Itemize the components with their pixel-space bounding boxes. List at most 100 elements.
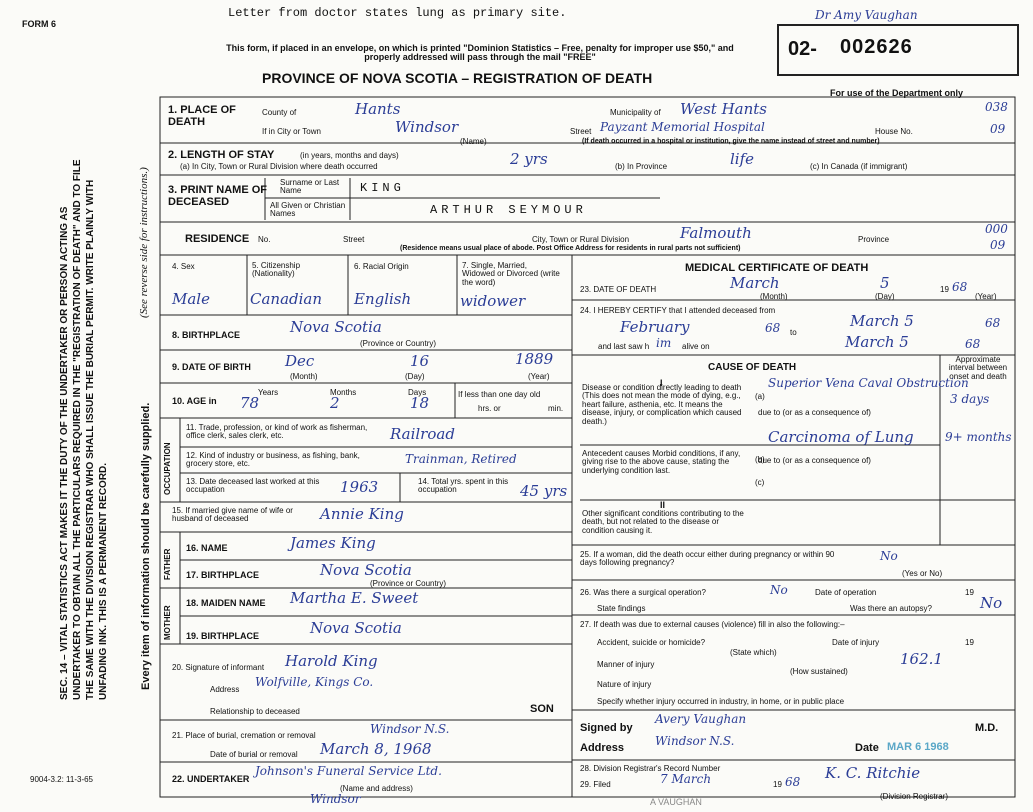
cause-a-interval: 3 days <box>950 392 990 406</box>
burial-date-label: Date of burial or removal <box>210 750 298 759</box>
residence-note: (Residence means usual place of abode. P… <box>400 245 741 252</box>
q27-manner: Manner of injury <box>597 660 655 669</box>
q26-century: 19 <box>965 588 974 597</box>
registrar-q28: 28. Division Registrar's Record Number <box>580 764 721 773</box>
burial-place-label: 21. Place of burial, cremation or remova… <box>172 731 316 740</box>
q25-q: 25. If a woman, did the death occur eith… <box>580 550 835 568</box>
side-note-reverse: (See reverse side for instructions.) <box>138 167 150 318</box>
personal-sex-label: 4. Sex <box>172 262 195 271</box>
mother-birthplace-label: 19. BIRTHPLACE <box>186 631 260 641</box>
occupation-a13: 1963 <box>340 478 379 496</box>
father-name: James King <box>290 534 376 552</box>
length-of-stay-province: life <box>730 150 755 168</box>
registrar-sig: K. C. Ritchie <box>825 764 921 782</box>
residence-province-label: Province <box>858 235 890 244</box>
signed-md: M.D. <box>975 722 999 734</box>
place-of-death-street: Payzant Memorial Hospital <box>600 120 765 134</box>
occupation-q12: 12. Kind of industry or business, as fis… <box>186 451 360 469</box>
personal-age-label: 10. AGE in <box>172 396 217 406</box>
personal-marital-label: 7. Single, Married, Widowed or Divorced … <box>462 261 560 287</box>
name-given-label: All Given or Christian Names <box>270 201 346 219</box>
medical-day-note: (Day) <box>875 292 895 301</box>
father-name-label: 16. NAME <box>186 543 228 553</box>
personal-dob-month: Dec <box>285 352 315 370</box>
undertaker-name: Johnson's Funeral Service Ltd. <box>255 764 442 778</box>
personal-less-label: If less than one day old <box>458 390 541 399</box>
header-instructions: This form, if placed in an envelope, on … <box>226 43 734 63</box>
length-of-stay-unit-note: (in years, months and days) <box>300 151 399 160</box>
length-of-stay-city: 2 yrs <box>510 150 548 168</box>
length-of-stay-canada-label: (c) In Canada (if immigrant) <box>810 162 908 171</box>
place-of-death-municipality: West Hants <box>680 100 767 118</box>
occupation-q13: 13. Date deceased last worked at this oc… <box>186 477 320 495</box>
occupation-q11: 11. Trade, profession, or kind of work a… <box>186 423 368 441</box>
occupation-a14: 45 yrs <box>520 482 568 500</box>
place-of-death-label: 1. PLACE OF DEATH <box>168 104 236 128</box>
q27-century: 19 <box>965 638 974 647</box>
q27-q: 27. If death was due to external causes … <box>580 620 845 629</box>
personal-years-label: Years <box>258 388 279 397</box>
place-of-death-name-note: (Name) <box>460 137 487 146</box>
dept-codes-0: 038 <box>985 100 1008 114</box>
name-label: 3. PRINT NAME OF DECEASED <box>168 184 268 208</box>
personal-days-label: Days <box>408 388 427 397</box>
header-reg-number: 002626 <box>840 36 913 58</box>
spouse-q: 15. If married give name of wife or husb… <box>172 506 293 524</box>
cause-due2: due to (or as a consequence of) <box>758 456 871 465</box>
dept-codes-3: 09 <box>990 238 1006 252</box>
informant-relationship: SON <box>530 703 554 715</box>
cause-b-interval: 9+ months <box>945 430 1012 444</box>
spouse-a: Annie King <box>320 505 404 523</box>
mother-maiden-label: 18. MAIDEN NAME <box>186 598 266 608</box>
registrar-note: (Division Registrar) <box>880 792 949 801</box>
personal-day-note: (Day) <box>405 372 425 381</box>
personal-hrs: hrs. or <box>478 404 501 413</box>
medical-heading: MEDICAL CERTIFICATE OF DEATH <box>685 262 869 274</box>
cause-a: (a) <box>755 392 765 401</box>
registrar-filed: 7 March <box>660 772 712 786</box>
personal-birthplace: Nova Scotia <box>290 318 382 336</box>
medical-to: March 5 <box>850 312 914 330</box>
medical-from: February <box>620 318 690 336</box>
personal-year-note: (Year) <box>528 372 550 381</box>
place-of-death-city: Windsor <box>395 118 459 136</box>
informant-sig: Harold King <box>285 652 378 670</box>
cause-antecedent: Antecedent causes Morbid conditions, if … <box>582 449 741 475</box>
registrar-stamp: A VAUGHAN <box>650 797 702 807</box>
personal-marital: widower <box>460 292 526 310</box>
place-of-death-county: Hants <box>355 100 401 118</box>
personal-month-note: (Month) <box>290 372 318 381</box>
place-of-death-institution-note: (If death occurred in a hospital or inst… <box>582 138 880 145</box>
cause-heading: CAUSE OF DEATH <box>708 362 797 373</box>
mother-maiden: Martha E. Sweet <box>290 589 419 607</box>
occupation-q14: 14. Total yrs. spent in this occupation <box>418 477 509 495</box>
q26-q: 26. Was there a surgical operation? <box>580 588 706 597</box>
header-reg-prefix: 02- <box>788 38 817 60</box>
cause-b: (b) <box>755 455 765 464</box>
occupation-a11: Railroad <box>390 425 455 443</box>
personal-sex: Male <box>172 290 210 308</box>
cause-interval: Approximate interval between onset and d… <box>948 355 1008 381</box>
residence-division: Falmouth <box>680 224 752 242</box>
cause-c: (c) <box>755 478 765 487</box>
personal-citizenship: Canadian <box>250 290 323 308</box>
residence-label: RESIDENCE <box>185 233 250 245</box>
medical-q24: 24. I HEREBY CERTIFY that I attended dec… <box>580 306 776 315</box>
cause-part1: I <box>660 378 663 388</box>
signed-date-label: Date <box>855 742 879 754</box>
q25-a: No <box>880 549 898 563</box>
residence-division-label: City, Town or Rural Division <box>532 235 630 244</box>
residence-street-label: Street <box>343 235 365 244</box>
medical-year: 68 <box>952 280 968 294</box>
medical-alive-label: alive on <box>682 342 710 351</box>
q26-a: No <box>770 583 788 597</box>
personal-birthplace-note: (Province or Country) <box>360 339 437 348</box>
father-side: FATHER <box>163 548 172 580</box>
medical-month-note: (Month) <box>760 292 788 301</box>
signed-label: Signed by <box>580 722 633 734</box>
personal-dob-year: 1889 <box>515 350 554 368</box>
q25-note: (Yes or No) <box>902 569 943 578</box>
header-title: PROVINCE OF NOVA SCOTIA – REGISTRATION O… <box>262 70 653 86</box>
father-birthplace-label: 17. BIRTHPLACE <box>186 570 260 580</box>
